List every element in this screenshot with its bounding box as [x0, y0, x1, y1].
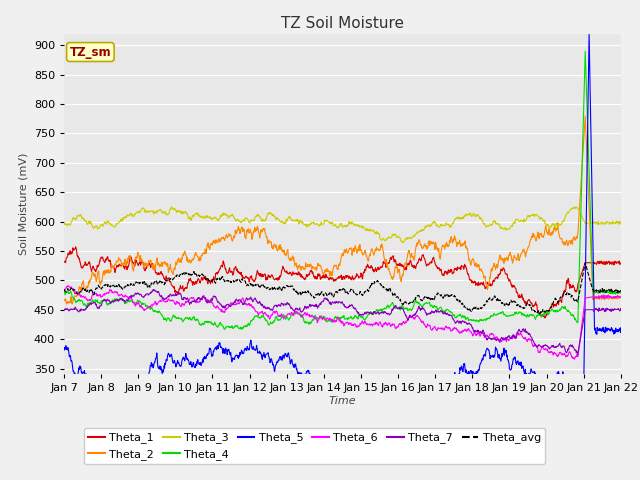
Y-axis label: Soil Moisture (mV): Soil Moisture (mV): [19, 153, 28, 255]
Text: TZ_sm: TZ_sm: [70, 46, 111, 59]
Legend: Theta_1, Theta_2, Theta_3, Theta_4, Theta_5, Theta_6, Theta_7, Theta_avg: Theta_1, Theta_2, Theta_3, Theta_4, Thet…: [84, 428, 545, 464]
X-axis label: Time: Time: [328, 396, 356, 406]
Title: TZ Soil Moisture: TZ Soil Moisture: [281, 16, 404, 31]
